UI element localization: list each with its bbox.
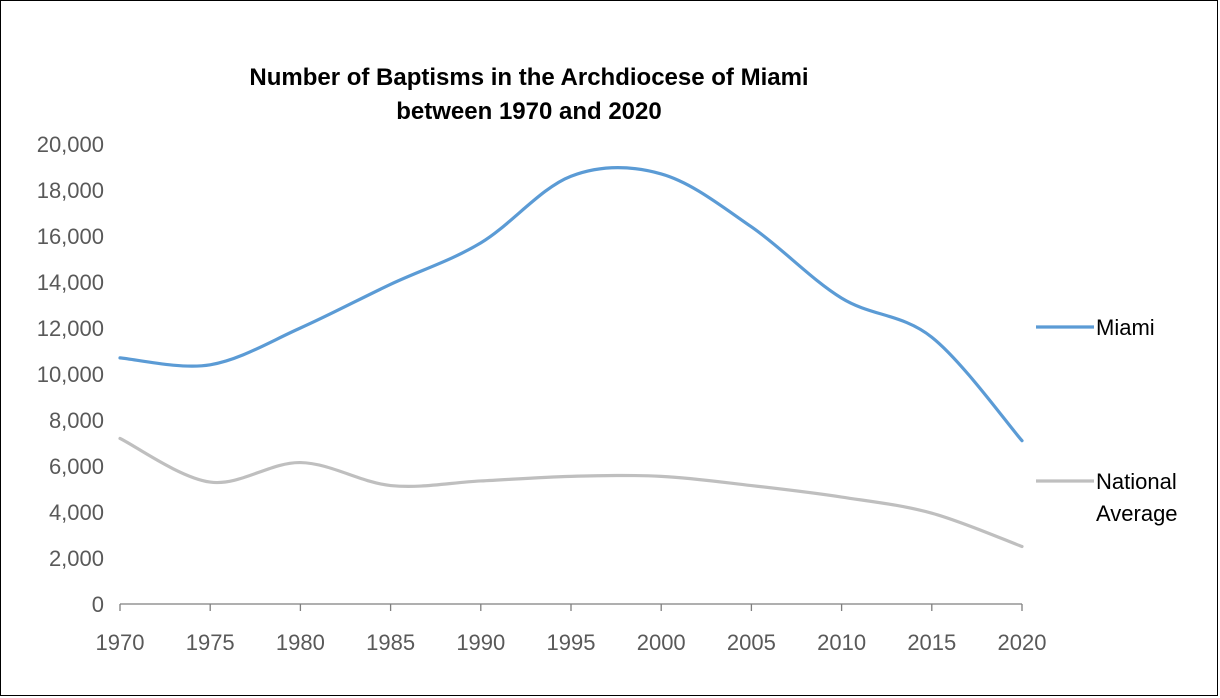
legend-item-national-average: National Average — [1036, 469, 1178, 526]
y-tick-label: 6,000 — [49, 454, 104, 479]
legend-label: National — [1096, 469, 1177, 494]
x-tick-label: 2010 — [817, 630, 866, 655]
series-lines — [118, 165, 1024, 549]
series-line-miami — [118, 165, 1024, 443]
y-tick-label: 14,000 — [37, 270, 104, 295]
y-tick-label: 0 — [92, 592, 104, 617]
y-tick-label: 12,000 — [37, 316, 104, 341]
y-tick-label: 20,000 — [37, 132, 104, 157]
x-tick-label: 1995 — [547, 630, 596, 655]
y-tick-label: 16,000 — [37, 224, 104, 249]
chart-title: Number of Baptisms in the Archdiocese of… — [249, 64, 808, 125]
legend: Miami National Average — [1036, 315, 1178, 526]
x-tick-label: 1980 — [276, 630, 325, 655]
x-tick-label: 2005 — [727, 630, 776, 655]
x-tick-label: 2000 — [637, 630, 686, 655]
x-tick-label: 2015 — [907, 630, 956, 655]
y-axis: 0 2,000 4,000 6,000 8,000 10,000 12,000 14,000 1… — [37, 132, 104, 617]
x-tick-label: 1985 — [366, 630, 415, 655]
x-axis: 1970 1975 1980 1985 1990 1995 2000 2005 2010 2015… — [96, 603, 1047, 655]
y-tick-label: 8,000 — [49, 408, 104, 433]
chart-title-line: between 1970 and 2020 — [396, 98, 661, 125]
x-tick-label: 1970 — [96, 630, 145, 655]
y-tick-label: 2,000 — [49, 546, 104, 571]
y-tick-label: 18,000 — [37, 178, 104, 203]
series-line-national-average — [118, 436, 1024, 549]
legend-label: Miami — [1096, 315, 1155, 340]
legend-label: Average — [1096, 501, 1178, 526]
x-tick-label: 1975 — [186, 630, 235, 655]
y-tick-label: 4,000 — [49, 500, 104, 525]
x-tick-label: 2020 — [998, 630, 1047, 655]
chart-title-line: Number of Baptisms in the Archdiocese of… — [249, 64, 808, 91]
legend-item-miami: Miami — [1036, 315, 1155, 340]
x-tick-label: 1990 — [456, 630, 505, 655]
y-tick-label: 10,000 — [37, 362, 104, 387]
